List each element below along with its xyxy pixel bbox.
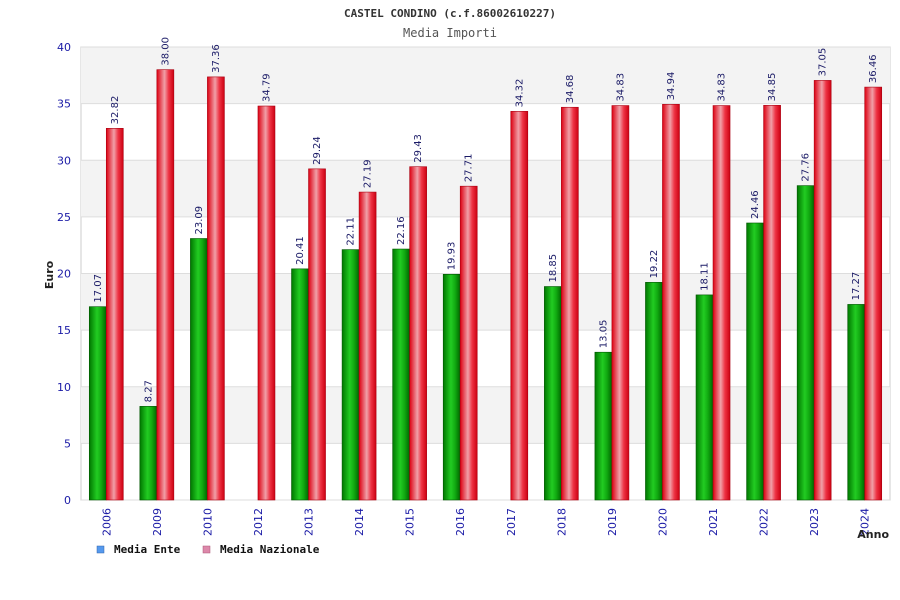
value-label: 34.79 [261,73,272,102]
bar-media-nazionale [207,76,225,501]
bar-media-nazionale [611,105,630,501]
bar-media-nazionale [662,104,680,501]
bar-media-ente [796,185,815,501]
value-label: 22.11 [346,217,357,246]
y-tick-label: 10 [57,381,71,394]
bar-media-ente [392,248,410,501]
value-label: 22.16 [396,216,407,245]
bar-media-nazionale [510,111,529,501]
value-label: 27.19 [363,159,374,188]
bar-media-nazionale [358,191,377,501]
chart-subtitle: Media Importi [403,26,497,40]
y-axis-ticks: 0 5 10 15 20 25 30 35 40 [57,41,71,507]
bar-media-nazionale [864,86,883,501]
y-tick-label: 15 [57,324,71,337]
bar-media-nazionale [763,105,781,501]
y-tick-label: 20 [57,268,71,281]
x-tick-label: 2024 [859,508,872,536]
value-label: 34.68 [565,75,576,104]
value-label: 34.32 [514,79,525,108]
value-label: 37.36 [211,44,222,73]
y-tick-label: 5 [64,437,71,450]
bar-media-nazionale [156,69,175,501]
bar-media-nazionale [257,105,276,501]
value-label: 17.07 [93,274,104,303]
value-label: 37.05 [818,48,829,77]
value-label: 34.83 [615,73,626,102]
value-label: 20.41 [295,236,306,265]
x-tick-label: 2012 [252,508,265,536]
x-tick-label: 2016 [454,508,467,536]
value-label: 36.46 [868,54,879,83]
y-tick-label: 40 [57,41,71,54]
value-label: 38.00 [160,37,171,66]
value-label: 18.85 [548,254,559,283]
bar-media-nazionale [105,128,124,501]
x-tick-label: 2015 [404,508,417,536]
x-tick-label: 2006 [100,508,113,536]
x-tick-label: 2018 [555,508,568,536]
bar-media-ente [695,294,714,501]
y-axis-label: Euro [43,260,56,289]
legend-swatch-media-nazionale [202,545,211,554]
value-label: 19.93 [447,242,458,271]
y-tick-label: 25 [57,211,71,224]
y-tick-label: 0 [64,494,71,507]
bar-media-ente [847,304,866,501]
legend: Media Ente Media Nazionale [96,543,320,556]
value-label: 17.27 [851,272,862,301]
x-axis-ticks: 2006 2009 2010 2012 2013 2014 2015 2016 2017 2018… [100,508,871,536]
value-label: 27.76 [801,153,812,182]
x-tick-label: 2010 [201,508,214,536]
bar-media-nazionale [813,80,832,501]
value-label: 34.83 [717,73,728,102]
y-tick-label: 35 [57,98,71,111]
bar-media-ente [190,238,208,501]
value-label: 29.24 [312,136,323,165]
legend-label-media-nazionale: Media Nazionale [220,543,320,556]
value-label: 13.05 [598,320,609,349]
bar-media-nazionale [459,185,478,501]
bar-media-ente [341,249,360,501]
y-tick-label: 30 [57,154,71,167]
bar-media-ente [291,268,309,501]
x-tick-label: 2021 [707,508,720,536]
bar-media-ente [594,351,613,501]
value-label: 34.85 [767,73,778,102]
value-label: 32.82 [110,96,121,125]
legend-swatch-media-ente [96,545,105,554]
chart-title: CASTEL CONDINO (c.f.86002610227) [344,7,556,20]
x-tick-label: 2023 [808,508,821,536]
bar-media-ente [88,306,107,501]
value-label: 24.46 [750,190,761,219]
bar-media-ente [645,282,663,501]
bars [88,69,883,501]
bar-media-nazionale [561,106,579,501]
bar-media-nazionale [308,168,326,501]
bar-media-ente [544,286,562,501]
x-tick-label: 2017 [505,508,518,536]
bar-media-nazionale [712,105,731,501]
bar-media-ente [746,222,764,501]
bar-media-nazionale [409,166,427,501]
legend-label-media-ente: Media Ente [114,543,181,556]
value-label: 34.94 [666,72,677,101]
value-labels: 17.07 32.82 8.27 38.00 23.09 37.36 34.79 20.41 2… [93,37,879,402]
value-label: 29.43 [413,134,424,163]
x-axis-label: Anno [857,528,889,541]
x-tick-label: 2009 [151,508,164,536]
x-tick-label: 2019 [606,508,619,536]
x-tick-label: 2020 [656,508,669,536]
x-tick-label: 2013 [303,508,316,536]
value-label: 18.11 [700,262,711,291]
value-label: 27.71 [464,154,475,183]
bar-media-ente [139,406,158,501]
x-tick-label: 2014 [353,508,366,536]
value-label: 8.27 [143,380,154,402]
x-tick-label: 2022 [758,508,771,536]
bar-media-ente [442,273,461,501]
value-label: 19.22 [649,250,660,279]
value-label: 23.09 [194,206,205,235]
